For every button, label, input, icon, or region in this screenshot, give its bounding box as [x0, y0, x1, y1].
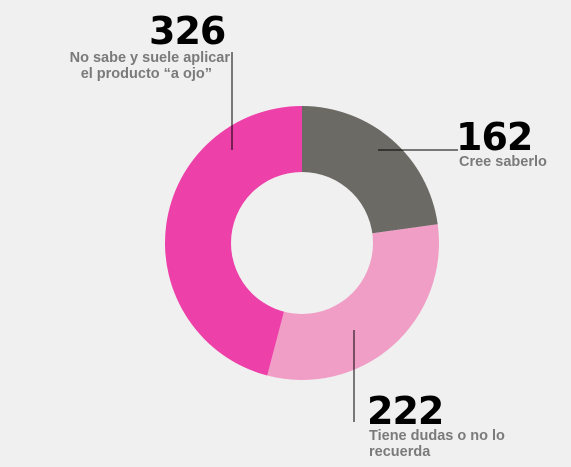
value-label-cree: 162: [456, 115, 533, 159]
desc-label-tiene-line1: Tiene dudas o no lo: [369, 428, 505, 444]
donut-hole: [231, 172, 373, 314]
desc-label-no-sabe-line2: el producto “a ojo”: [80, 66, 212, 82]
desc-label-cree-line1: Cree saberlo: [459, 154, 547, 170]
desc-label-tiene-line2: recuerda: [369, 444, 431, 460]
leader-lines: [231, 52, 458, 422]
value-label-no-sabe: 326: [149, 9, 226, 53]
desc-label-no-sabe-line1: No sabe y suele aplicar: [69, 50, 230, 66]
value-label-tiene: 222: [367, 389, 444, 433]
